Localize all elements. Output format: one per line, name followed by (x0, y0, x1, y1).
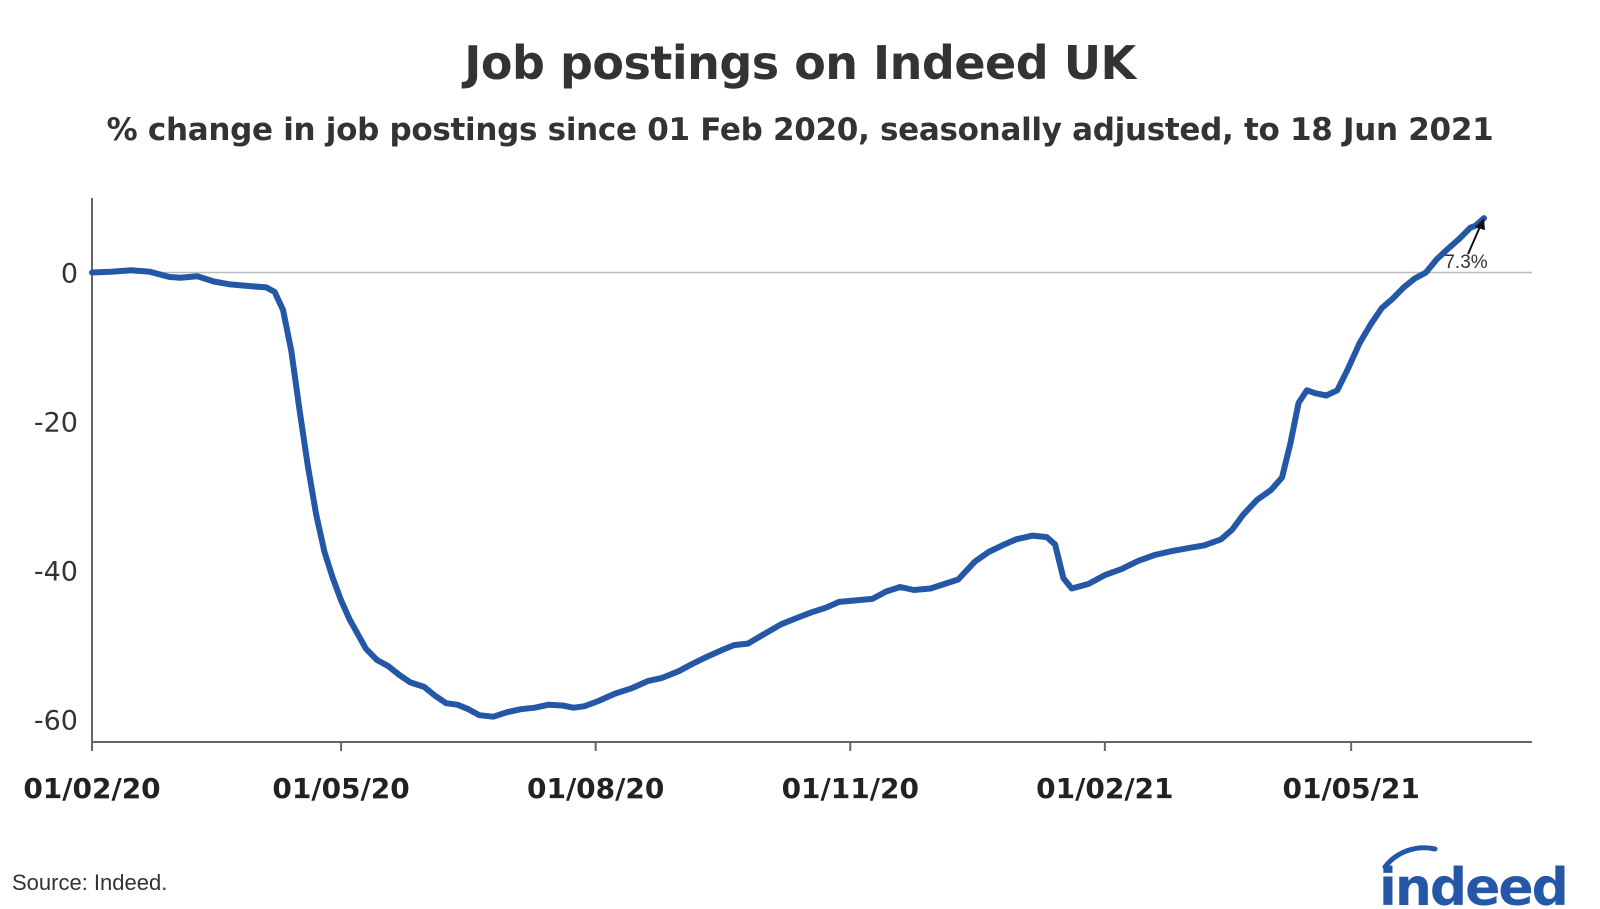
indeed-logo[interactable]: indeed (1375, 845, 1585, 909)
chart-title: Job postings on Indeed UK (464, 36, 1136, 90)
y-tick-label: -60 (34, 706, 78, 737)
series-line-0 (89, 215, 1487, 720)
x-tick-label: 01/05/21 (1282, 772, 1419, 805)
annotation-arrowhead (1475, 218, 1485, 231)
chart-axes (91, 198, 1532, 743)
chart-ticks: 0 -20 -40 -60 01/02/20 01/05/20 01/08/20 01/11/… (23, 259, 1420, 805)
logo-wordmark: indeed (1379, 858, 1567, 909)
y-tick-label: -20 (34, 408, 78, 439)
logo-swoosh (1382, 845, 1438, 870)
chart-series (89, 215, 1487, 720)
x-tick-label: 01/05/20 (272, 772, 409, 805)
x-tick-label: 01/02/21 (1036, 772, 1173, 805)
y-tick-label: -40 (34, 557, 78, 588)
y-tick-label: 0 (61, 259, 78, 290)
annotation-label: 7.3% (1444, 252, 1487, 273)
x-tick-label: 01/08/20 (527, 772, 664, 805)
source-note: Source: Indeed. (12, 870, 168, 895)
chart-subtitle: % change in job postings since 01 Feb 20… (106, 112, 1494, 148)
x-tick-label: 01/02/20 (23, 772, 160, 805)
x-tick-label: 01/11/20 (782, 772, 919, 805)
chart-annotation: 7.3% (1444, 218, 1488, 273)
